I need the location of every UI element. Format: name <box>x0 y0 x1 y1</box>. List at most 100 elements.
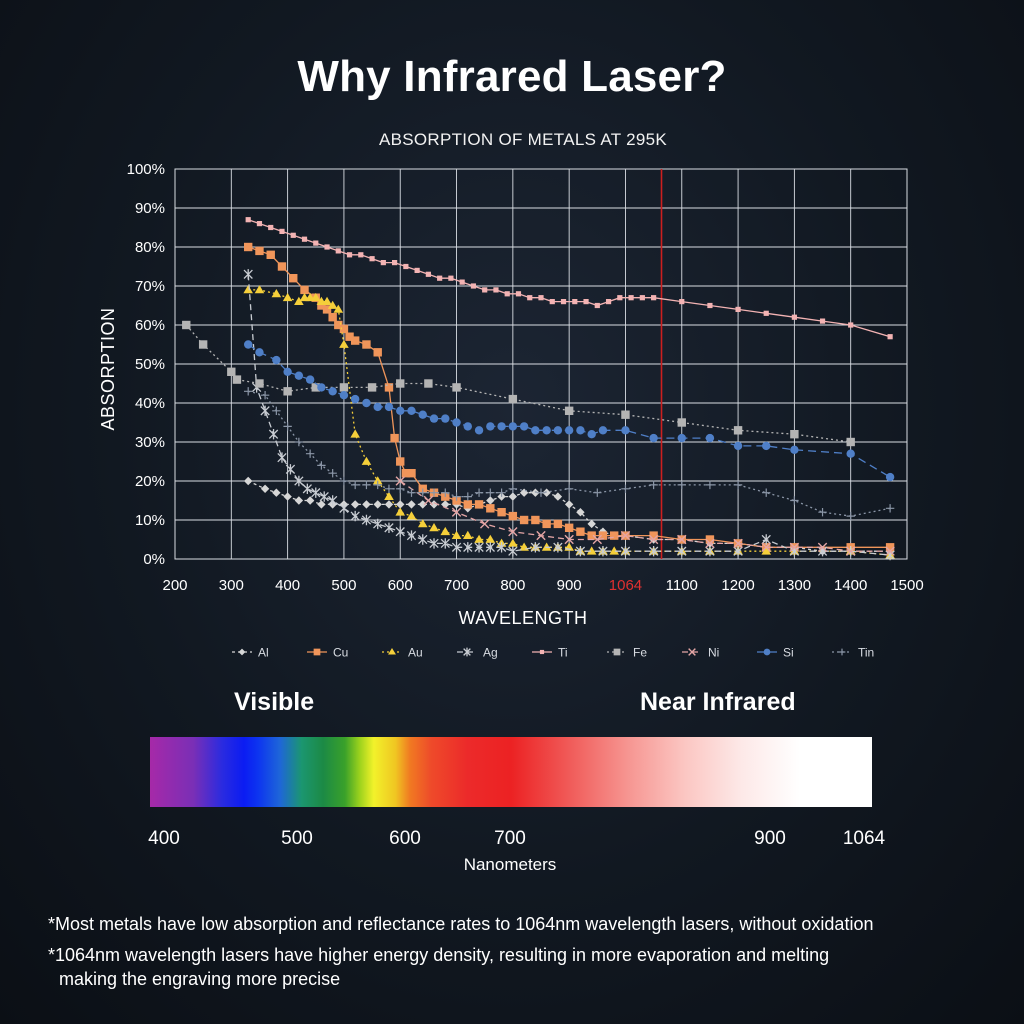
footnote-2-line-2: making the engraving more precise <box>59 969 341 989</box>
data-point-ni <box>733 538 743 549</box>
series-line-ni <box>399 480 891 552</box>
data-point-ti <box>392 260 398 266</box>
data-point-si <box>531 426 540 435</box>
data-point-si <box>519 422 529 431</box>
data-point-au <box>350 429 360 438</box>
data-point-tin <box>564 484 574 493</box>
data-point-si <box>846 449 855 458</box>
data-point-ni <box>592 534 603 545</box>
data-point-si <box>407 406 416 415</box>
legend-label-fe: Fe <box>633 646 647 660</box>
data-point-al <box>486 496 495 505</box>
data-point-au <box>440 526 451 536</box>
data-point-fe <box>790 430 799 439</box>
y-tick-label: 0% <box>143 551 165 568</box>
data-point-si <box>649 433 658 443</box>
data-point-au <box>508 538 518 547</box>
data-point-ag <box>319 491 329 502</box>
data-point-ti <box>617 295 623 301</box>
data-point-ni <box>885 546 895 556</box>
data-point-ag <box>361 514 372 526</box>
x-tick-label: 1064 <box>609 577 642 594</box>
data-point-ti <box>605 299 612 305</box>
data-point-ti <box>819 318 826 324</box>
data-point-ti <box>848 322 854 328</box>
data-point-ti <box>268 224 274 231</box>
data-point-cu <box>531 515 540 525</box>
data-point-si <box>384 402 394 412</box>
data-point-si <box>790 445 799 454</box>
data-point-tin <box>677 480 686 490</box>
data-point-ti <box>290 232 296 238</box>
data-point-cu <box>277 262 287 271</box>
data-point-tin <box>260 391 270 400</box>
data-point-au <box>406 511 417 520</box>
data-point-ag <box>496 542 507 553</box>
data-point-si <box>396 406 405 415</box>
data-point-cu <box>334 320 343 330</box>
data-point-al <box>283 492 292 501</box>
x-axis-label: WAVELENGTH <box>458 608 587 628</box>
data-point-ti <box>639 295 645 301</box>
data-point-tin <box>244 387 253 396</box>
data-point-ag <box>440 538 450 549</box>
data-point-ag <box>761 534 771 545</box>
legend-label-cu: Cu <box>333 646 348 660</box>
data-point-al <box>519 488 529 497</box>
data-point-ag <box>339 503 349 514</box>
data-point-ti <box>583 299 589 305</box>
data-point-si <box>564 426 574 435</box>
data-point-fe <box>232 375 242 384</box>
spectrum-tick-900: 900 <box>754 828 786 849</box>
y-tick-label: 40% <box>135 395 165 412</box>
data-point-si <box>255 348 264 357</box>
data-point-cu <box>610 531 619 540</box>
data-point-ti <box>380 260 386 266</box>
legend-marker-ni <box>688 648 696 656</box>
data-point-tin <box>350 480 360 490</box>
data-point-si <box>542 426 551 435</box>
data-point-ti <box>448 275 454 281</box>
data-point-fe <box>367 383 377 392</box>
data-point-ag <box>350 510 360 522</box>
footnote-1: *Most metals have low absorption and ref… <box>48 914 874 934</box>
legend-marker-au <box>388 648 396 655</box>
data-point-tin <box>593 488 602 497</box>
data-point-tin <box>463 492 472 501</box>
legend-label-ti: Ti <box>558 646 568 660</box>
data-point-al <box>407 500 416 509</box>
data-point-ag <box>277 452 287 463</box>
data-point-cu <box>407 469 416 478</box>
data-point-al <box>553 492 563 501</box>
data-point-au <box>485 534 496 543</box>
data-point-ni <box>817 542 828 552</box>
data-point-au <box>322 296 332 305</box>
y-axis-label: ABSORPTION <box>98 307 118 430</box>
data-point-au <box>282 292 293 302</box>
legend-label-al: Al <box>258 646 269 660</box>
chart-axes: 0% 10% 20% 30% 40% 50% 60% 70% 80% 90% 100% 200 300 4… <box>98 161 924 628</box>
absorption-chart: 0% 10% 20% 30% 40% 50% 60% 70% 80% 90% 100% 200 300 4… <box>98 161 924 660</box>
data-point-ti <box>887 334 893 340</box>
data-point-si <box>677 433 686 443</box>
data-point-au <box>254 285 265 294</box>
light-spectrum-bar <box>150 737 872 807</box>
data-point-al <box>362 500 371 509</box>
x-tick-label: 500 <box>331 577 356 594</box>
data-point-al <box>396 500 405 509</box>
data-point-fe <box>452 383 461 392</box>
data-point-si <box>621 426 630 435</box>
x-tick-label: 900 <box>557 577 582 594</box>
data-point-tin <box>339 476 349 486</box>
x-tick-label: 300 <box>219 577 244 594</box>
data-point-tin <box>317 461 326 470</box>
y-tick-label: 70% <box>135 278 165 295</box>
data-point-ti <box>493 287 499 293</box>
data-point-ni <box>705 538 715 549</box>
data-point-tin <box>272 406 281 415</box>
data-point-au <box>333 304 344 313</box>
data-point-ni <box>479 519 490 529</box>
data-point-tin <box>294 437 304 447</box>
data-point-fe <box>508 394 518 404</box>
data-point-ti <box>437 275 443 281</box>
